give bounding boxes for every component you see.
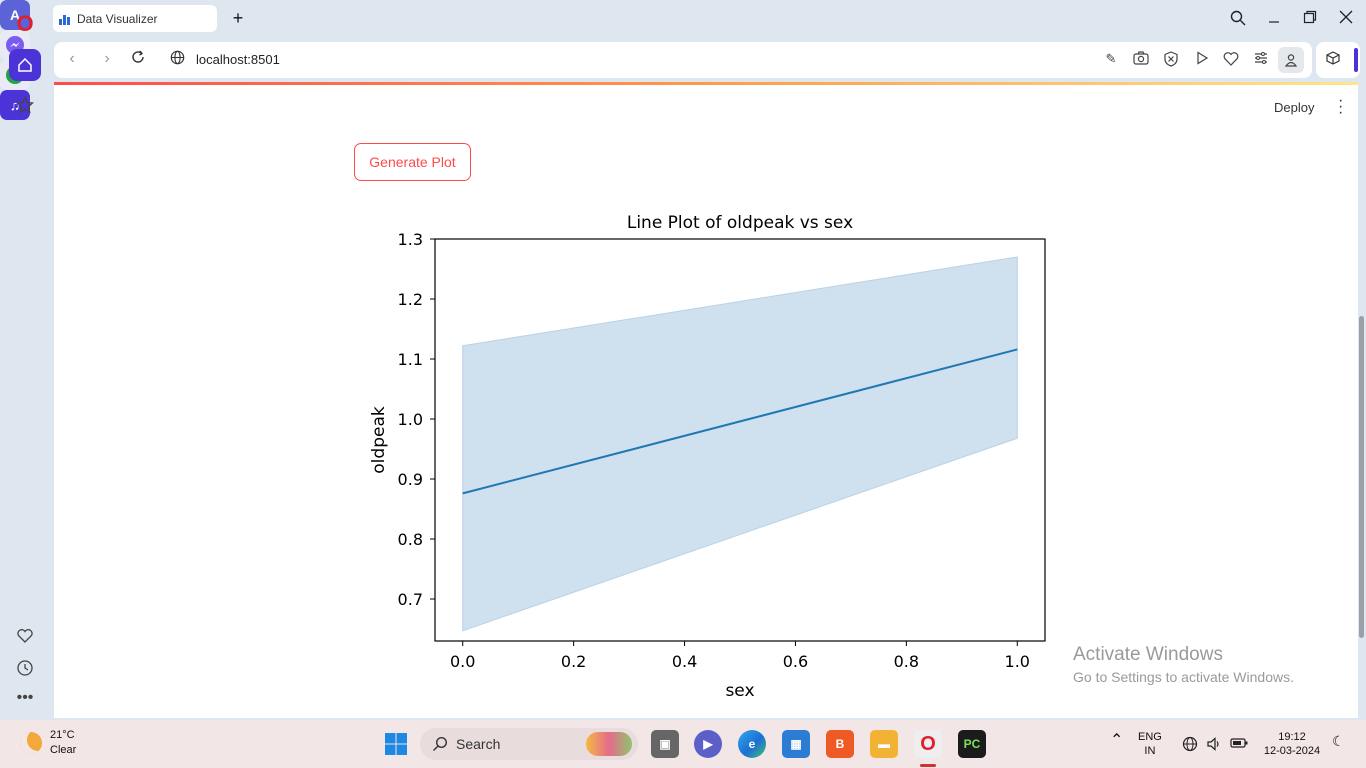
x-tick-label: 0.0 xyxy=(450,652,475,671)
edge-icon[interactable]: e xyxy=(738,730,766,758)
notifications-moon-icon[interactable]: ☾ xyxy=(1332,733,1345,749)
y-axis-ticks: 0.7 0.8 0.9 1.0 1.1 1.2 1.3 xyxy=(398,230,435,609)
y-tick-label: 0.7 xyxy=(398,590,423,609)
y-tick-label: 1.0 xyxy=(398,410,423,429)
weather-widget[interactable]: 21°C Clear xyxy=(20,728,76,758)
new-tab-button[interactable]: + xyxy=(232,8,244,28)
y-tick-label: 0.9 xyxy=(398,470,423,489)
heart-icon[interactable] xyxy=(9,620,41,652)
clock-time: 19:12 xyxy=(1278,731,1306,743)
opera-taskbar-icon[interactable]: O xyxy=(914,730,942,758)
address-bar: ‹ › localhost:8501 ✎ xyxy=(54,42,1312,78)
y-tick-label: 1.2 xyxy=(398,290,423,309)
minimize-icon[interactable] xyxy=(1264,10,1284,30)
deploy-button[interactable]: Deploy xyxy=(1274,100,1315,115)
browser-sidebar: O A ♫ ••• xyxy=(0,0,50,720)
battery-icon[interactable] xyxy=(1230,736,1248,754)
forward-icon[interactable]: › xyxy=(104,50,110,67)
back-icon[interactable]: ‹ xyxy=(69,50,75,67)
x-axis-label: sex xyxy=(725,681,754,701)
moon-icon xyxy=(20,732,42,754)
network-globe-icon[interactable] xyxy=(1182,736,1198,756)
file-explorer-icon[interactable]: ▬ xyxy=(870,730,898,758)
plot-area-frame xyxy=(434,238,1046,642)
page-content: Deploy · · · Generate Plot Line Plot of ol… xyxy=(54,82,1358,718)
clock[interactable]: 19:12 12-03-2024 xyxy=(1258,730,1326,758)
page-scrollbar[interactable] xyxy=(1359,316,1364,638)
clock-date: 12-03-2024 xyxy=(1263,745,1321,757)
y-tick-label: 0.8 xyxy=(398,530,423,549)
restore-icon[interactable] xyxy=(1300,10,1320,30)
taskbar-search[interactable]: Search xyxy=(420,728,638,760)
close-window-icon[interactable] xyxy=(1336,10,1356,30)
search-highlight-icon xyxy=(586,732,632,756)
main-menu-icon[interactable]: · · · xyxy=(1338,92,1344,121)
site-info-globe-icon[interactable] xyxy=(167,50,187,70)
tab-bar: Data Visualizer + xyxy=(50,0,1366,40)
x-tick-label: 0.8 xyxy=(894,652,919,671)
extensions-cube-icon[interactable] xyxy=(1324,51,1342,69)
weather-temperature: 21°C xyxy=(50,729,75,741)
adblock-icon[interactable] xyxy=(1162,51,1180,69)
watermark-subtitle: Go to Settings to activate Windows. xyxy=(1073,669,1294,685)
edit-icon[interactable]: ✎ xyxy=(1105,51,1117,66)
extensions-box xyxy=(1316,42,1360,78)
url-field[interactable]: localhost:8501 xyxy=(196,52,280,67)
x-tick-label: 1.0 xyxy=(1005,652,1030,671)
star-icon[interactable] xyxy=(9,89,41,121)
language-indicator[interactable]: ENG IN xyxy=(1138,730,1162,758)
watermark-title: Activate Windows xyxy=(1073,644,1223,665)
tab-data-visualizer[interactable]: Data Visualizer xyxy=(53,5,217,32)
easy-setup-icon[interactable] xyxy=(1252,51,1270,69)
search-label: Search xyxy=(456,736,501,752)
x-axis-ticks: 0.0 0.2 0.4 0.6 0.8 1.0 xyxy=(450,641,1030,671)
show-hidden-icons-icon[interactable]: ⌃ xyxy=(1110,732,1124,749)
reload-icon[interactable] xyxy=(128,50,148,70)
opera-logo-icon[interactable]: O xyxy=(16,11,34,36)
meet-icon[interactable]: ▶ xyxy=(694,730,722,758)
home-icon[interactable] xyxy=(9,49,41,81)
bookmark-heart-icon[interactable] xyxy=(1222,51,1240,69)
tab-title: Data Visualizer xyxy=(77,11,158,26)
bar-chart-icon xyxy=(59,13,71,25)
y-tick-label: 1.1 xyxy=(398,350,423,369)
line-plot-chart: Line Plot of oldpeak vs sex 0.0 0.2 0.4 0.6… xyxy=(369,213,1046,701)
x-tick-label: 0.2 xyxy=(561,652,586,671)
app-decoration-bar xyxy=(54,82,1358,85)
x-tick-label: 0.6 xyxy=(783,652,808,671)
weather-condition: Clear xyxy=(50,744,77,756)
aria-icon[interactable]: A xyxy=(0,0,30,30)
player-icon[interactable] xyxy=(1193,51,1211,69)
x-tick-label: 0.4 xyxy=(672,652,697,671)
y-axis-label: oldpeak xyxy=(369,406,389,474)
brave-icon[interactable]: B xyxy=(826,730,854,758)
music-player-icon[interactable]: ♫ xyxy=(0,90,30,120)
more-options-icon[interactable]: ••• xyxy=(16,689,34,706)
confidence-band xyxy=(462,256,1018,632)
profile-icon[interactable] xyxy=(1278,47,1304,73)
search-tabs-icon[interactable] xyxy=(1228,10,1248,30)
language-code: ENG xyxy=(1138,731,1162,743)
y-tick-label: 1.3 xyxy=(398,230,423,249)
start-menu-icon[interactable] xyxy=(382,730,410,758)
task-view-icon[interactable]: ▣ xyxy=(651,730,679,758)
store-icon[interactable]: ▦ xyxy=(782,730,810,758)
history-icon[interactable] xyxy=(9,652,41,684)
region-code: IN xyxy=(1144,745,1156,757)
active-app-indicator xyxy=(920,764,936,767)
series-line xyxy=(462,348,1018,495)
generate-plot-button[interactable]: Generate Plot xyxy=(354,143,471,181)
search-icon xyxy=(433,736,448,751)
chart-title: Line Plot of oldpeak vs sex xyxy=(627,213,853,233)
activate-windows-watermark: Activate Windows Go to Settings to activ… xyxy=(1073,644,1294,685)
pycharm-icon[interactable]: PC xyxy=(958,730,986,758)
windows-taskbar: 21°C Clear Search ▣ ▶ e ▦ B ▬ O PC ⌃ ENG… xyxy=(0,720,1366,768)
camera-icon[interactable] xyxy=(1132,51,1150,69)
sidebar-indicator xyxy=(1354,48,1358,72)
volume-icon[interactable] xyxy=(1206,736,1222,756)
